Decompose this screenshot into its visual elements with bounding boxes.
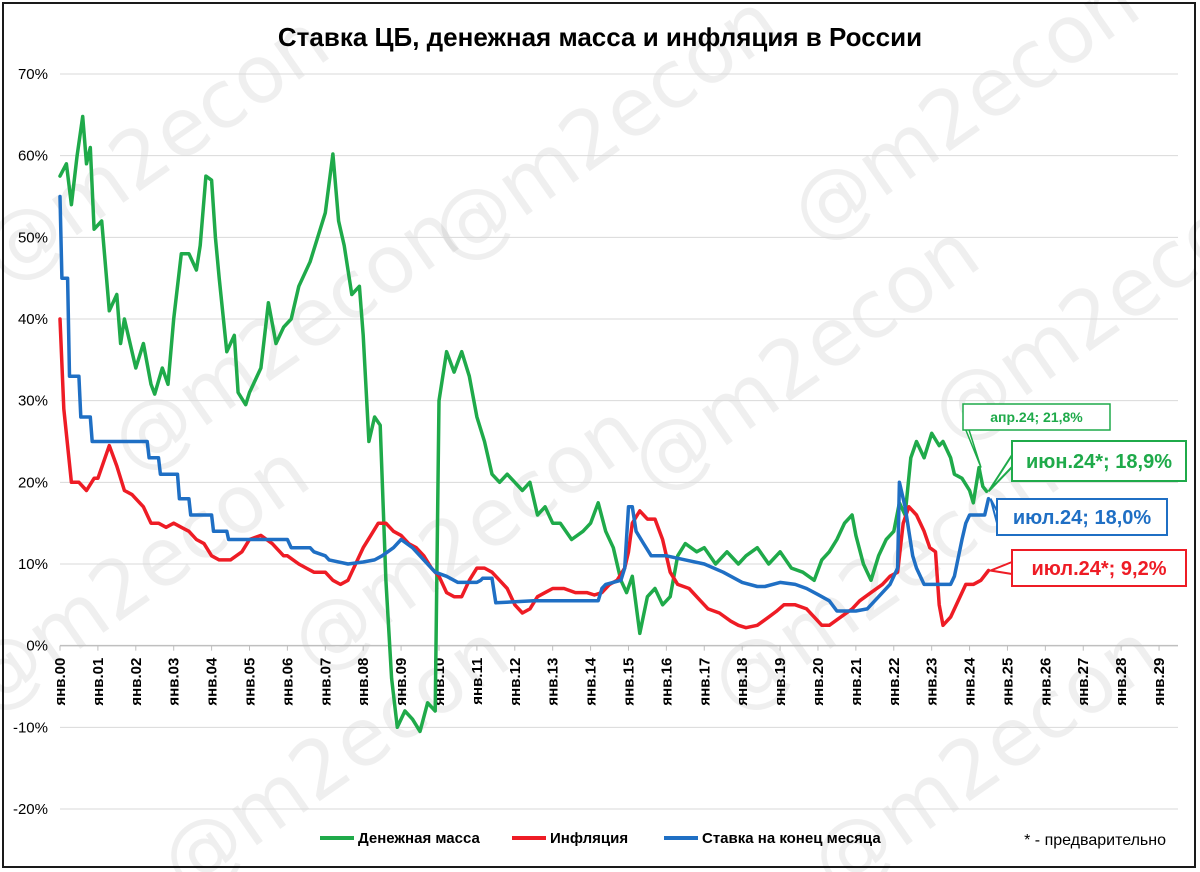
x-tick-label: янв.18 — [734, 658, 751, 706]
x-tick-label: янв.21 — [848, 658, 865, 706]
y-tick-label: -10% — [13, 719, 48, 736]
y-tick-label: 10% — [18, 556, 48, 573]
y-axis: -20% -10% 0% 10% 20% 30% 40% 50% 60% 70% — [13, 66, 48, 818]
x-tick-label: янв.23 — [924, 658, 941, 706]
annotation-pointer — [989, 498, 998, 524]
legend-label: Денежная масса — [358, 830, 480, 847]
watermark-text: @m2econ — [613, 204, 995, 511]
annotation-label: июл.24; 18,0% — [1013, 507, 1152, 529]
annotation-label: июн.24*; 18,9% — [1026, 451, 1172, 473]
x-tick-label: янв.28 — [1113, 658, 1130, 706]
x-tick-label: янв.19 — [772, 658, 789, 706]
x-tick-label: янв.11 — [469, 658, 486, 705]
x-tick-label: янв.05 — [241, 658, 258, 706]
y-tick-label: 0% — [26, 638, 48, 655]
gridlines — [60, 73, 1178, 810]
annotation-callout: апр.24; 21,8% — [962, 403, 1111, 468]
series-line-2 — [58, 317, 991, 630]
x-tick-label: янв.14 — [583, 657, 600, 706]
y-tick-label: 50% — [18, 229, 48, 246]
x-tick-label: янв.24 — [962, 657, 979, 706]
x-tick-label: янв.13 — [545, 658, 562, 706]
x-tick-label: янв.01 — [90, 658, 107, 706]
x-tick-label: янв.02 — [128, 658, 145, 706]
annotation-label: апр.24; 21,8% — [990, 409, 1083, 425]
x-tick-label: янв.00 — [52, 658, 69, 706]
annotation-box — [1011, 549, 1187, 587]
y-tick-label: -20% — [13, 801, 48, 818]
x-tick-label: янв.29 — [1151, 658, 1168, 706]
y-tick-label: 30% — [18, 393, 48, 410]
annotation-box — [996, 498, 1168, 536]
legend-label: Ставка на конец месяца — [702, 830, 881, 847]
legend: Денежная масса Инфляция Ставка на конец ме… — [320, 830, 881, 847]
x-tick-label: янв.06 — [279, 658, 296, 706]
annotation-box — [962, 403, 1111, 431]
annotation-callout: июл.24*; 9,2% — [986, 549, 1187, 587]
annotation-pointer — [987, 454, 1013, 493]
x-tick-label: янв.03 — [166, 658, 183, 706]
annotation-callout: июн.24*; 18,9% — [987, 440, 1187, 493]
x-tick-label: янв.25 — [999, 658, 1016, 706]
x-tick-label: янв.17 — [696, 658, 713, 706]
series-line-1 — [58, 114, 989, 734]
x-tick-label: янв.08 — [355, 658, 372, 706]
x-tick-label: янв.07 — [317, 658, 334, 706]
x-tick-label: янв.10 — [431, 658, 448, 706]
annotations: апр.24; 21,8% июн.24*; 18,9% июл.24; 18,0%… — [962, 403, 1187, 587]
x-tick-label: янв.15 — [620, 658, 637, 706]
series-line-3 — [58, 194, 991, 613]
x-tick-label: янв.26 — [1037, 658, 1054, 706]
x-tick-label: янв.04 — [204, 657, 221, 706]
x-tick-label: янв.12 — [507, 658, 524, 706]
x-tick-label: янв.27 — [1075, 658, 1092, 706]
y-tick-label: 70% — [18, 66, 48, 83]
legend-label: Инфляция — [550, 830, 628, 847]
x-tick-label: янв.22 — [886, 658, 903, 706]
y-tick-label: 40% — [18, 311, 48, 328]
annotation-label: июл.24*; 9,2% — [1032, 558, 1167, 580]
footnote: * - предварительно — [1024, 832, 1166, 849]
x-tick-label: янв.20 — [810, 658, 827, 706]
annotation-pointer — [986, 561, 1013, 575]
series-lines — [58, 114, 991, 734]
y-tick-label: 20% — [18, 474, 48, 491]
y-tick-label: 60% — [18, 148, 48, 165]
annotation-box — [1011, 440, 1187, 482]
annotation-callout: июл.24; 18,0% — [989, 498, 1168, 536]
x-tick-label: янв.09 — [393, 658, 410, 706]
chart-title: Ставка ЦБ, денежная масса и инфляция в Р… — [278, 22, 922, 52]
x-tick-label: янв.16 — [658, 658, 675, 706]
x-axis: янв.00 янв.01 янв.02 янв.03 янв.04 янв.05 янв.… — [52, 645, 1168, 706]
